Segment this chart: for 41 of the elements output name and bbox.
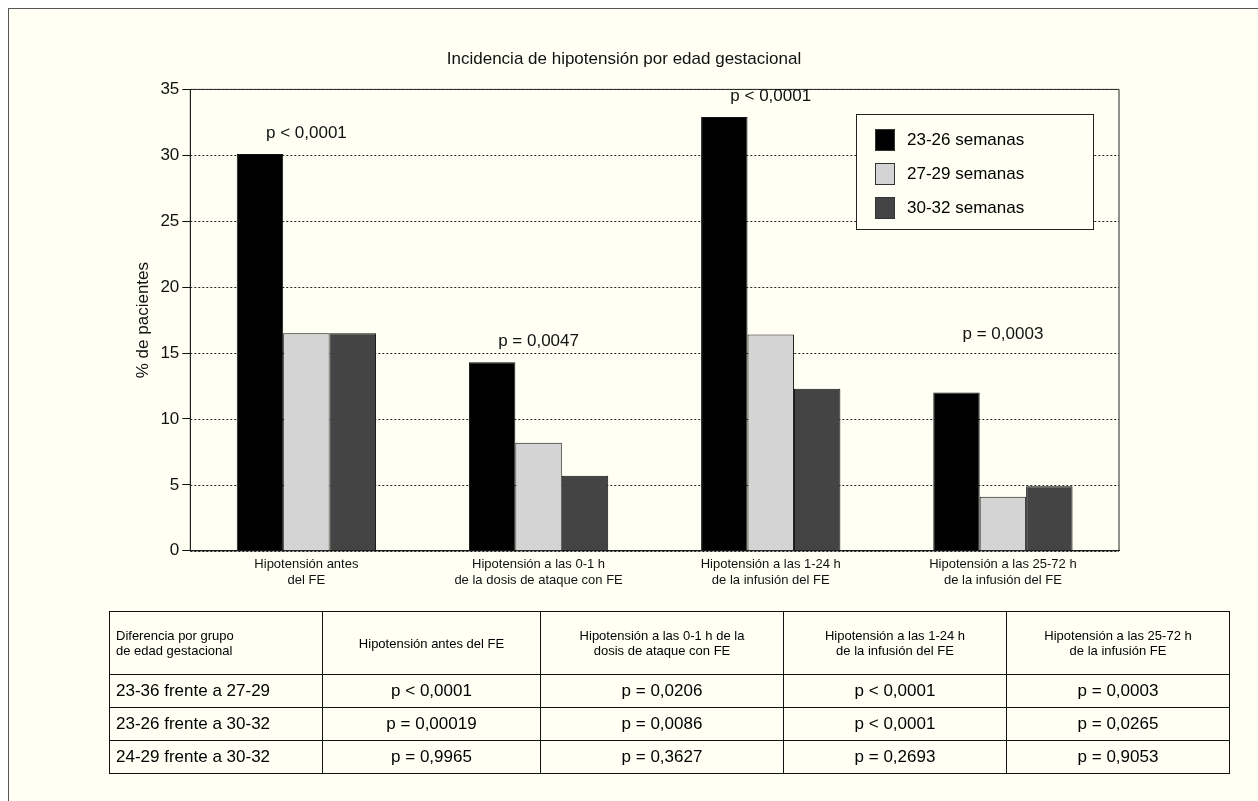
text: p = 0,3627 bbox=[540, 740, 784, 774]
text: 23-26 frente a 30-32 bbox=[109, 707, 323, 741]
text: p = 0,9053 bbox=[1006, 740, 1230, 774]
y-axis-title: % de pacientes bbox=[132, 261, 152, 379]
y-tick-label: 15 bbox=[160, 342, 180, 362]
text: p = 0,0265 bbox=[1006, 707, 1230, 741]
legend-label: 23-26 semanas bbox=[907, 130, 1025, 150]
annotation: p = 0,0003 bbox=[962, 323, 1044, 343]
y-tick-label: 20 bbox=[160, 276, 180, 296]
annotation: p = 0,0047 bbox=[498, 331, 579, 351]
text: 23-36 frente a 27-29 bbox=[109, 674, 323, 708]
text: p < 0,0001 bbox=[783, 674, 1007, 708]
annotation: p < 0,0001 bbox=[730, 86, 812, 106]
text: p = 0,9965 bbox=[322, 740, 541, 774]
y-tick-label: 0 bbox=[169, 540, 180, 560]
text: Hipotensión a las 25-72 h de la infusión FE bbox=[1006, 611, 1230, 675]
legend-label: 30-32 semanas bbox=[907, 198, 1025, 218]
legend-label: 27-29 semanas bbox=[907, 164, 1025, 184]
y-tick-label: 35 bbox=[160, 79, 180, 99]
text: p < 0,0001 bbox=[783, 707, 1007, 741]
text: p < 0,0001 bbox=[322, 674, 541, 708]
x-tick-label: Hipotensión a las 1-24 h de la infusión del FE bbox=[700, 556, 841, 587]
text: p = 0,0206 bbox=[540, 674, 784, 708]
text: Hipotensión antes del FE bbox=[322, 611, 541, 675]
y-tick-label: 10 bbox=[160, 408, 180, 428]
y-tick-label: 5 bbox=[169, 474, 180, 494]
text: p = 0,2693 bbox=[783, 740, 1007, 774]
text: 24-29 frente a 30-32 bbox=[109, 740, 323, 774]
text: Hipotensión a las 1-24 h de la infusión del FE bbox=[783, 611, 1007, 675]
text: p = 0,00019 bbox=[322, 707, 541, 741]
x-tick-label: Hipotensión a las 25-72 h de la infusión del FE bbox=[929, 556, 1077, 587]
text: Hipotensión a las 0-1 h de la dosis de ataque con FE bbox=[540, 611, 784, 675]
text: p = 0,0003 bbox=[1006, 674, 1230, 708]
y-tick-label: 30 bbox=[160, 145, 180, 164]
chart-title: Incidencia de hipotensión por edad gestacional bbox=[446, 48, 802, 68]
x-tick-label: Hipotensión antes del FE bbox=[254, 556, 359, 587]
text: p = 0,0086 bbox=[540, 707, 784, 741]
text: Diferencia por grupo de edad gestacional bbox=[109, 611, 323, 675]
y-tick-label: 25 bbox=[160, 210, 180, 230]
x-tick-label: Hipotensión a las 0-1 h de la dosis de ataque con FE bbox=[454, 556, 624, 587]
annotation: p < 0,0001 bbox=[265, 123, 347, 142]
